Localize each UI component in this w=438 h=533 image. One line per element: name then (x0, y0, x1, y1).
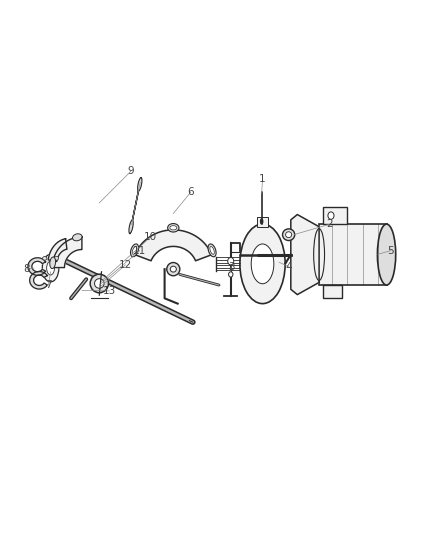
Text: 4: 4 (285, 262, 292, 271)
Ellipse shape (95, 279, 104, 288)
Polygon shape (52, 237, 82, 268)
Ellipse shape (168, 223, 179, 232)
Ellipse shape (170, 266, 177, 272)
Ellipse shape (170, 225, 177, 230)
Ellipse shape (167, 263, 180, 276)
Ellipse shape (138, 177, 142, 191)
Circle shape (228, 257, 234, 265)
Ellipse shape (286, 232, 292, 238)
Circle shape (229, 272, 233, 277)
Text: 2: 2 (327, 219, 333, 229)
Text: 9: 9 (128, 166, 134, 176)
Ellipse shape (50, 257, 56, 269)
Text: 11: 11 (133, 246, 146, 256)
Polygon shape (30, 271, 47, 289)
Text: 12: 12 (119, 260, 132, 270)
Ellipse shape (90, 274, 109, 293)
Ellipse shape (131, 244, 138, 257)
Ellipse shape (54, 256, 59, 260)
Ellipse shape (73, 234, 82, 241)
Ellipse shape (42, 254, 59, 282)
Ellipse shape (210, 246, 214, 254)
Text: 1: 1 (259, 174, 266, 184)
Circle shape (328, 212, 334, 219)
Ellipse shape (260, 219, 263, 224)
Polygon shape (135, 230, 212, 261)
Polygon shape (291, 215, 319, 295)
Bar (257, 217, 268, 227)
Polygon shape (130, 177, 141, 233)
Text: 5: 5 (388, 246, 394, 256)
Ellipse shape (283, 229, 295, 240)
Text: 8: 8 (23, 264, 30, 274)
Ellipse shape (251, 244, 274, 284)
Ellipse shape (314, 229, 325, 280)
Text: 3: 3 (228, 262, 234, 271)
Ellipse shape (42, 256, 47, 260)
Polygon shape (48, 239, 67, 262)
Bar (322, 285, 342, 298)
Ellipse shape (208, 244, 216, 257)
Ellipse shape (132, 246, 137, 254)
Ellipse shape (129, 220, 133, 233)
Bar (322, 207, 346, 224)
Polygon shape (28, 258, 46, 275)
Bar (319, 224, 387, 285)
Ellipse shape (47, 261, 54, 275)
Text: 6: 6 (187, 187, 194, 197)
Text: 13: 13 (102, 286, 116, 296)
Text: 10: 10 (144, 232, 157, 243)
Ellipse shape (378, 224, 396, 285)
Ellipse shape (240, 224, 285, 304)
Text: 7: 7 (45, 280, 52, 290)
